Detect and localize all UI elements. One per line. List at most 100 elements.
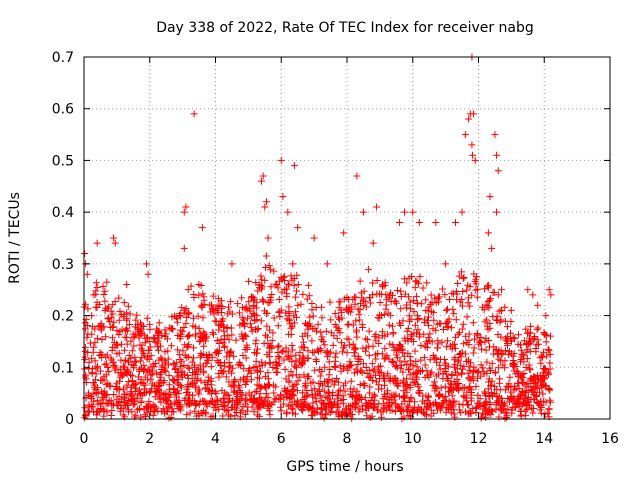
grid-lines — [84, 57, 610, 419]
data-point — [405, 365, 413, 373]
data-point — [347, 303, 355, 311]
data-point — [379, 395, 387, 403]
data-point — [275, 296, 283, 304]
data-point — [285, 372, 293, 380]
data-point — [238, 332, 246, 340]
data-point — [359, 208, 367, 216]
data-point — [540, 328, 548, 336]
data-point — [377, 290, 385, 298]
data-point — [246, 320, 254, 328]
data-point — [451, 413, 459, 421]
data-point — [501, 317, 509, 325]
data-point — [403, 279, 411, 287]
data-point — [196, 353, 204, 361]
data-point — [386, 399, 394, 407]
data-point — [539, 373, 547, 381]
data-point — [215, 405, 223, 413]
data-point — [325, 371, 333, 379]
data-point — [123, 334, 131, 342]
data-point — [88, 402, 96, 410]
data-point — [207, 377, 215, 385]
data-point — [290, 362, 298, 370]
data-point — [525, 329, 533, 337]
data-point — [171, 388, 179, 396]
data-point — [420, 354, 428, 362]
data-point — [231, 377, 239, 385]
data-point — [326, 365, 334, 373]
data-point — [405, 412, 413, 420]
data-point — [246, 365, 254, 373]
data-point — [202, 334, 210, 342]
data-point — [115, 294, 123, 302]
data-point — [397, 305, 405, 313]
data-point — [439, 285, 447, 293]
y-tick-label: 0.1 — [52, 360, 74, 376]
data-point — [126, 310, 134, 318]
data-point — [369, 239, 377, 247]
data-point — [176, 335, 184, 343]
data-point — [443, 305, 451, 313]
data-point — [165, 414, 173, 422]
data-point — [322, 393, 330, 401]
data-point — [234, 300, 242, 308]
data-point — [444, 377, 452, 385]
data-point — [318, 303, 326, 311]
data-point — [397, 364, 405, 372]
data-point — [413, 278, 421, 286]
data-point — [350, 344, 358, 352]
data-point — [460, 274, 468, 282]
data-point — [401, 383, 409, 391]
data-point — [184, 371, 192, 379]
data-point — [240, 374, 248, 382]
data-point — [447, 387, 455, 395]
data-point — [304, 402, 312, 410]
data-point — [472, 409, 480, 417]
data-point — [378, 328, 386, 336]
data-point — [413, 329, 421, 337]
data-point — [493, 317, 501, 325]
data-point — [253, 368, 261, 376]
data-point — [176, 326, 184, 334]
data-point — [543, 352, 551, 360]
data-point — [334, 378, 342, 386]
data-point — [333, 375, 341, 383]
data-point — [136, 357, 144, 365]
data-point — [365, 327, 373, 335]
data-point — [150, 406, 158, 414]
data-point — [98, 400, 106, 408]
data-point — [215, 321, 223, 329]
data-point — [123, 281, 131, 289]
data-point — [436, 365, 444, 373]
data-point — [413, 407, 421, 415]
data-point — [423, 404, 431, 412]
data-point — [412, 292, 420, 300]
data-point — [504, 335, 512, 343]
data-point — [189, 314, 197, 322]
data-point — [546, 396, 554, 404]
data-point — [453, 365, 461, 373]
data-point — [394, 287, 402, 295]
data-point — [125, 352, 133, 360]
data-point — [316, 345, 324, 353]
data-point — [477, 372, 485, 380]
data-point — [292, 400, 300, 408]
data-point — [547, 291, 555, 299]
data-point — [411, 321, 419, 329]
data-point — [464, 410, 472, 418]
data-point — [434, 344, 442, 352]
data-point — [126, 321, 134, 329]
data-point — [162, 330, 170, 338]
data-point — [321, 341, 329, 349]
data-point — [247, 324, 255, 332]
data-point — [410, 297, 418, 305]
data-point — [241, 410, 249, 418]
data-point — [492, 401, 500, 409]
data-point — [330, 332, 338, 340]
data-point — [329, 402, 337, 410]
data-point — [346, 408, 354, 416]
data-point — [338, 339, 346, 347]
data-point — [258, 361, 266, 369]
data-point — [279, 193, 287, 201]
data-point — [245, 389, 253, 397]
data-point — [304, 404, 312, 412]
